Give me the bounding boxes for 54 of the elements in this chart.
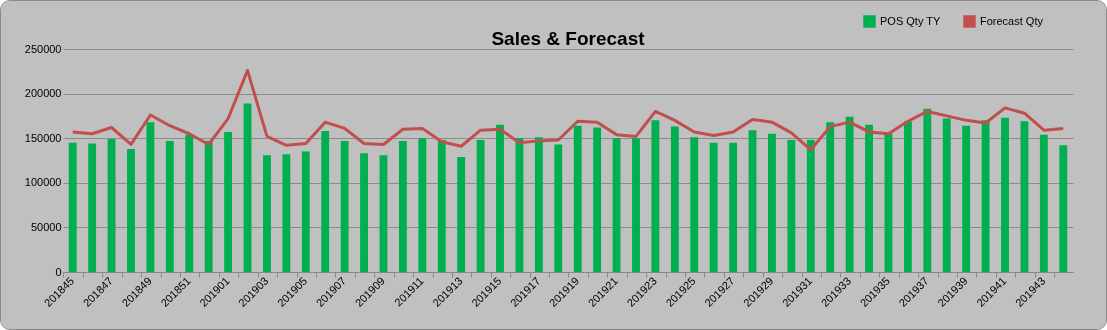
bar (437, 139, 446, 272)
bar (418, 138, 427, 272)
bar (593, 127, 602, 272)
bar (554, 144, 563, 272)
bar (826, 122, 835, 272)
bar (88, 143, 97, 272)
bar (496, 124, 504, 272)
bar (1059, 145, 1068, 272)
line-series (71, 68, 1065, 152)
bar (398, 140, 407, 272)
bar (165, 140, 174, 272)
bar (651, 120, 660, 272)
bar (942, 118, 951, 272)
bar (806, 139, 815, 272)
bar (865, 124, 873, 272)
bar (457, 156, 466, 272)
bar (903, 121, 912, 272)
y-tick-label: 0 (55, 265, 62, 278)
bar (476, 139, 485, 272)
bar (282, 154, 291, 272)
bar (923, 108, 932, 272)
y-tick-label: 50000 (30, 220, 62, 233)
y-tick-label: 100000 (24, 176, 62, 189)
bar (690, 137, 699, 272)
bar (263, 155, 271, 272)
bar (670, 126, 679, 272)
bar (573, 125, 582, 272)
bar (360, 153, 368, 272)
bar (127, 148, 135, 272)
legend-label: Forecast Qty (980, 14, 1044, 27)
y-tick-label: 150000 (24, 131, 62, 144)
bar (204, 140, 213, 272)
bar (301, 151, 310, 272)
bar (185, 134, 194, 272)
bar (340, 140, 349, 272)
y-tick-label: 250000 (24, 42, 62, 55)
bar (768, 133, 776, 272)
bar (632, 138, 640, 272)
bar (68, 142, 77, 272)
bar (787, 139, 796, 272)
bar (321, 131, 330, 272)
y-tick-label: 200000 (24, 87, 62, 100)
bar (962, 125, 971, 272)
bar (1039, 134, 1048, 272)
bar (709, 142, 718, 272)
legend-label: POS Qty TY (880, 14, 941, 27)
bar (224, 131, 233, 272)
bar (1001, 117, 1009, 272)
bar (146, 122, 155, 272)
bar (981, 120, 990, 272)
bar (845, 116, 854, 272)
chart-title: Sales & Forecast (491, 28, 646, 49)
bar (534, 137, 543, 272)
bar (729, 142, 738, 272)
